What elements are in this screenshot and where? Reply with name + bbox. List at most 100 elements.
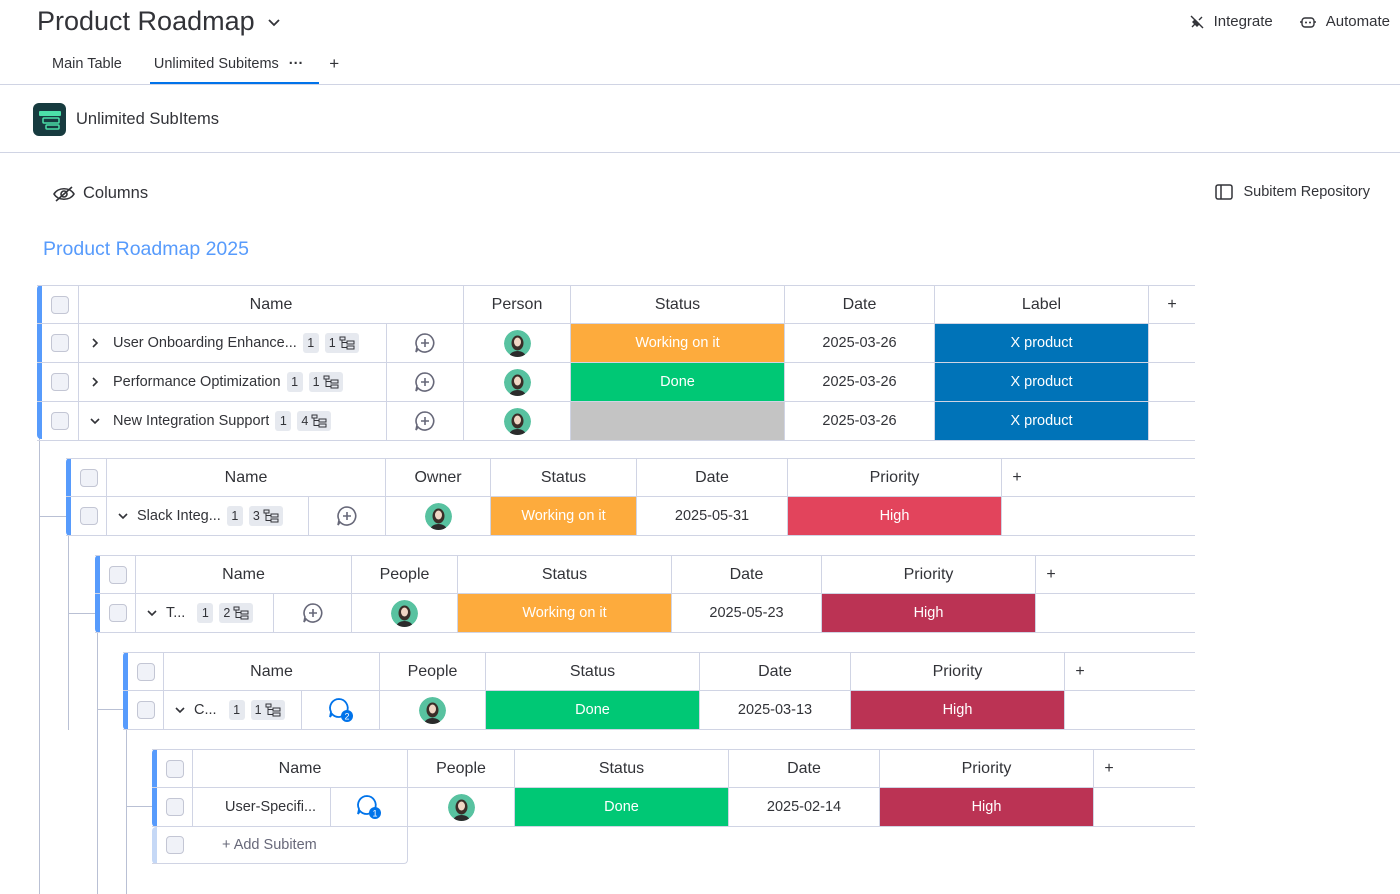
priority-cell[interactable]: High — [788, 497, 1002, 535]
updates-bubble-icon[interactable]: 2 — [327, 697, 355, 723]
date-cell[interactable]: 2025-02-14 — [729, 788, 880, 826]
subitem-count-badge[interactable]: 1 — [308, 372, 343, 392]
column-header-priority[interactable]: Priority — [788, 459, 1002, 496]
item-name-cell[interactable]: Performance Optimization 1 1 — [79, 363, 387, 401]
row-checkbox[interactable] — [51, 412, 69, 430]
subitem-count-badge[interactable]: 1 — [324, 333, 359, 353]
add-column-button[interactable]: + — [1167, 295, 1177, 313]
date-cell[interactable]: 2025-03-13 — [700, 691, 851, 729]
automate-button[interactable]: Automate — [1299, 13, 1390, 30]
column-header-status[interactable]: Status — [515, 750, 729, 787]
column-header-date[interactable]: Date — [672, 556, 822, 593]
add-update-icon[interactable] — [414, 410, 436, 432]
status-cell[interactable] — [571, 402, 785, 440]
row-checkbox[interactable] — [136, 701, 155, 719]
chevron-down-icon[interactable] — [174, 704, 186, 716]
date-cell[interactable]: 2025-05-23 — [672, 594, 822, 632]
priority-cell[interactable]: High — [822, 594, 1036, 632]
item-name-cell[interactable]: User Onboarding Enhance... 1 1 — [79, 324, 387, 362]
row-checkbox[interactable] — [165, 798, 184, 816]
priority-cell[interactable]: High — [880, 788, 1094, 826]
select-all-checkbox[interactable] — [79, 468, 98, 487]
column-header-status[interactable]: Status — [571, 286, 785, 323]
add-update-icon[interactable] — [336, 505, 358, 527]
column-header-priority[interactable]: Priority — [880, 750, 1094, 787]
column-header-people[interactable]: People — [380, 653, 486, 690]
board-title[interactable]: Product Roadmap — [37, 6, 281, 37]
row-checkbox[interactable] — [108, 604, 127, 622]
add-subitem-input[interactable]: + Add Subitem — [222, 837, 317, 853]
column-header-date[interactable]: Date — [729, 750, 880, 787]
column-header-status[interactable]: Status — [491, 459, 637, 496]
status-cell[interactable]: Done — [515, 788, 729, 826]
label-cell[interactable]: X product — [935, 324, 1149, 362]
column-header-status[interactable]: Status — [458, 556, 672, 593]
column-header-person[interactable]: Person — [464, 286, 571, 323]
integrate-button[interactable]: Integrate — [1189, 13, 1273, 30]
people-avatar[interactable] — [447, 793, 475, 821]
subitem-repository-button[interactable]: Subitem Repository — [1215, 184, 1370, 200]
person-avatar[interactable] — [503, 368, 531, 396]
label-cell[interactable]: X product — [935, 402, 1149, 440]
column-header-name[interactable]: Name — [136, 556, 352, 593]
subitem-name-cell[interactable]: C... 1 1 — [164, 691, 302, 729]
column-header-people[interactable]: People — [352, 556, 458, 593]
columns-button[interactable]: Columns — [53, 184, 148, 203]
add-column-button[interactable]: + — [1012, 468, 1022, 486]
tab-more-icon[interactable]: ··· — [288, 56, 304, 72]
priority-cell[interactable]: High — [851, 691, 1065, 729]
chevron-right-icon[interactable] — [89, 337, 101, 349]
add-update-icon[interactable] — [414, 332, 436, 354]
column-header-owner[interactable]: Owner — [386, 459, 491, 496]
row-checkbox[interactable] — [51, 373, 69, 391]
select-all-checkbox[interactable] — [51, 295, 69, 314]
group-title[interactable]: Product Roadmap 2025 — [43, 238, 249, 260]
owner-avatar[interactable] — [424, 502, 452, 530]
label-cell[interactable]: X product — [935, 363, 1149, 401]
status-cell[interactable]: Working on it — [458, 594, 672, 632]
column-header-people[interactable]: People — [408, 750, 515, 787]
column-header-date[interactable]: Date — [637, 459, 788, 496]
subitem-count-badge[interactable]: 3 — [248, 506, 283, 526]
chevron-right-icon[interactable] — [89, 376, 101, 388]
status-cell[interactable]: Working on it — [491, 497, 637, 535]
add-view-button[interactable]: + — [329, 54, 340, 73]
column-header-date[interactable]: Date — [700, 653, 851, 690]
column-header-label[interactable]: Label — [935, 286, 1149, 323]
add-column-button[interactable]: + — [1046, 565, 1056, 583]
status-cell[interactable]: Done — [571, 363, 785, 401]
row-checkbox[interactable] — [51, 334, 69, 352]
status-cell[interactable]: Done — [486, 691, 700, 729]
add-update-icon[interactable] — [302, 602, 324, 624]
column-header-name[interactable]: Name — [193, 750, 408, 787]
select-all-checkbox[interactable] — [165, 759, 184, 778]
select-all-checkbox[interactable] — [136, 662, 155, 681]
person-avatar[interactable] — [503, 329, 531, 357]
subitem-count-badge[interactable]: 1 — [250, 700, 285, 720]
date-cell[interactable]: 2025-03-26 — [785, 363, 935, 401]
item-name-cell[interactable]: New Integration Support 1 4 — [79, 402, 387, 440]
column-header-status[interactable]: Status — [486, 653, 700, 690]
chevron-down-icon[interactable] — [117, 510, 129, 522]
subitem-name-cell[interactable]: T... 1 2 — [136, 594, 274, 632]
date-cell[interactable]: 2025-05-31 — [637, 497, 788, 535]
status-cell[interactable]: Working on it — [571, 324, 785, 362]
add-column-button[interactable]: + — [1104, 759, 1114, 777]
subitem-count-badge[interactable]: 2 — [219, 603, 254, 623]
tab-unlimited-subitems[interactable]: Unlimited Subitems ··· — [138, 44, 320, 84]
date-cell[interactable]: 2025-03-26 — [785, 324, 935, 362]
column-header-priority[interactable]: Priority — [851, 653, 1065, 690]
people-avatar[interactable] — [391, 599, 418, 627]
date-cell[interactable]: 2025-03-26 — [785, 402, 935, 440]
column-header-name[interactable]: Name — [107, 459, 386, 496]
row-checkbox[interactable] — [79, 507, 98, 525]
add-column-button[interactable]: + — [1075, 662, 1085, 680]
people-avatar[interactable] — [419, 696, 446, 724]
column-header-name[interactable]: Name — [79, 286, 464, 323]
subitem-count-badge[interactable]: 4 — [297, 411, 332, 431]
column-header-name[interactable]: Name — [164, 653, 380, 690]
column-header-priority[interactable]: Priority — [822, 556, 1036, 593]
chevron-down-icon[interactable] — [267, 15, 281, 29]
chevron-down-icon[interactable] — [146, 607, 158, 619]
select-all-checkbox[interactable] — [108, 565, 127, 584]
